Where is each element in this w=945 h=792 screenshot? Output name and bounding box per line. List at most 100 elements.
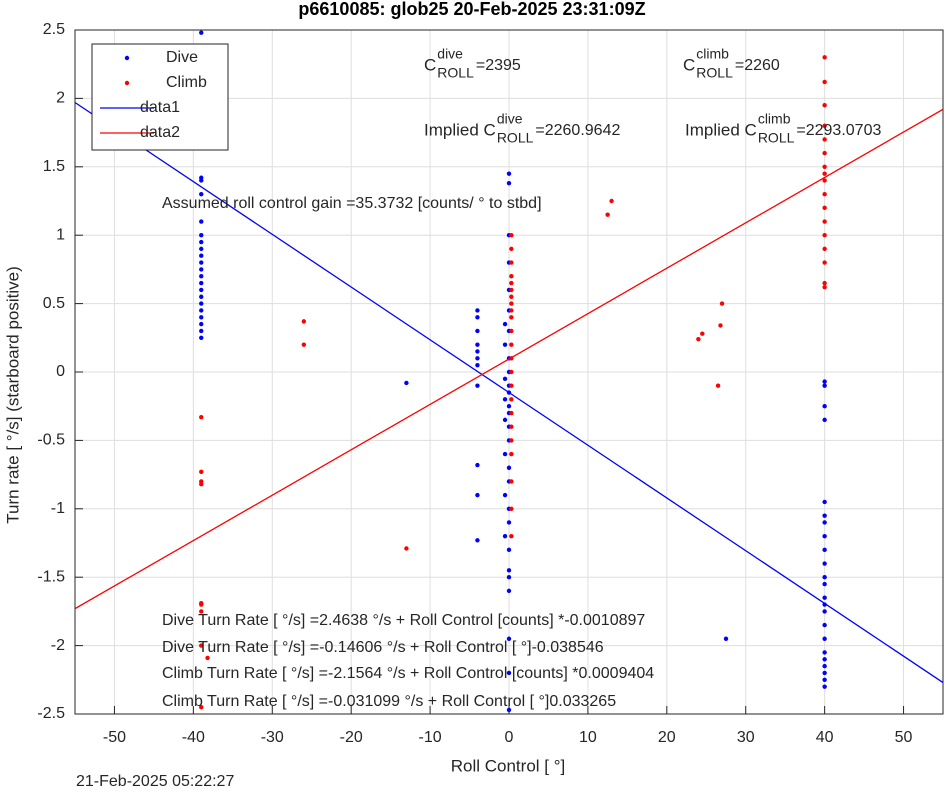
point bbox=[199, 328, 204, 334]
point bbox=[822, 417, 827, 423]
point bbox=[199, 178, 204, 183]
point bbox=[199, 469, 204, 475]
point bbox=[509, 383, 514, 388]
point bbox=[509, 451, 514, 457]
point bbox=[199, 643, 204, 648]
y-tick-label: -1 bbox=[51, 500, 65, 517]
point bbox=[475, 362, 480, 368]
point bbox=[822, 513, 827, 518]
point bbox=[822, 670, 827, 676]
point bbox=[475, 538, 480, 543]
point bbox=[475, 328, 480, 334]
annotation-text: C bbox=[683, 55, 695, 74]
point bbox=[822, 55, 827, 60]
point bbox=[506, 520, 512, 525]
point bbox=[199, 301, 204, 306]
annotation-sub: ROLL bbox=[758, 130, 795, 146]
point bbox=[502, 342, 508, 347]
point bbox=[199, 414, 204, 420]
annotation-sub: ROLL bbox=[437, 65, 474, 81]
point bbox=[509, 438, 514, 443]
plot-frame bbox=[74, 29, 944, 715]
point bbox=[509, 424, 514, 429]
point bbox=[509, 260, 514, 265]
point bbox=[404, 380, 409, 386]
y-tick-label: -2 bbox=[51, 637, 65, 654]
point bbox=[506, 547, 512, 553]
point bbox=[822, 684, 827, 689]
point bbox=[205, 655, 210, 661]
point bbox=[502, 321, 508, 327]
y-tick-label: 1.5 bbox=[43, 158, 65, 175]
point bbox=[822, 595, 827, 600]
point bbox=[822, 520, 827, 525]
point bbox=[199, 260, 204, 265]
point bbox=[822, 547, 827, 553]
point bbox=[822, 171, 827, 176]
x-tick-label: 20 bbox=[658, 729, 676, 746]
legend-box bbox=[91, 43, 229, 151]
annotation-text: Dive Turn Rate [ °/s] =-0.14606 °/s + Ro… bbox=[162, 639, 604, 656]
point bbox=[502, 451, 508, 457]
point bbox=[506, 568, 512, 573]
point bbox=[509, 294, 514, 299]
legend-swatch bbox=[124, 80, 130, 86]
plot-layer bbox=[75, 30, 943, 713]
y-tick-label: -2.5 bbox=[37, 705, 65, 722]
point bbox=[822, 137, 827, 142]
y-tick-label: -1.5 bbox=[37, 568, 65, 585]
timestamp: 21-Feb-2025 05:22:27 bbox=[76, 773, 234, 790]
point bbox=[509, 274, 514, 279]
point bbox=[822, 677, 827, 682]
y-tick-label: 0 bbox=[56, 363, 65, 380]
point bbox=[301, 342, 307, 347]
point bbox=[475, 383, 480, 388]
point bbox=[822, 178, 827, 183]
point bbox=[822, 219, 827, 224]
point bbox=[502, 492, 508, 498]
point bbox=[822, 663, 827, 669]
point bbox=[696, 336, 701, 342]
point bbox=[509, 301, 514, 306]
point bbox=[199, 308, 204, 313]
legend-label: Climb bbox=[166, 74, 207, 91]
fit-line bbox=[75, 101, 943, 684]
point bbox=[509, 342, 514, 347]
x-tick-label: -30 bbox=[261, 729, 284, 746]
point bbox=[502, 376, 508, 382]
annotation-text: Dive Turn Rate [ °/s] =2.4638 °/s + Roll… bbox=[162, 612, 645, 629]
point bbox=[199, 704, 204, 710]
point bbox=[506, 588, 512, 594]
point bbox=[822, 246, 827, 252]
point bbox=[822, 657, 827, 662]
legend-label: data2 bbox=[140, 124, 180, 141]
point bbox=[822, 191, 827, 197]
fit-line bbox=[75, 108, 943, 610]
legend-swatch bbox=[124, 55, 130, 61]
annotation-text: Climb Turn Rate [ °/s] =-2.1564 °/s + Ro… bbox=[162, 665, 654, 682]
point bbox=[199, 233, 204, 238]
x-tick-label: 10 bbox=[579, 729, 597, 746]
point bbox=[822, 622, 827, 628]
point bbox=[822, 280, 827, 286]
point bbox=[723, 636, 729, 641]
x-tick-label: 50 bbox=[895, 729, 913, 746]
annotation-sub: ROLL bbox=[497, 130, 534, 146]
point bbox=[822, 581, 827, 587]
annotation-sup: dive bbox=[497, 111, 523, 127]
legend-label: Dive bbox=[166, 49, 198, 66]
point bbox=[199, 239, 204, 245]
point bbox=[509, 246, 514, 252]
point bbox=[199, 335, 204, 340]
point bbox=[506, 181, 512, 186]
point bbox=[506, 465, 512, 470]
point bbox=[509, 369, 514, 375]
point bbox=[822, 650, 827, 655]
point bbox=[509, 233, 514, 238]
annotation-text: =2395 bbox=[476, 57, 521, 74]
annotation-text: Implied C bbox=[685, 120, 757, 139]
annotation-sup: climb bbox=[758, 111, 791, 127]
point bbox=[199, 253, 204, 258]
point bbox=[475, 492, 480, 498]
